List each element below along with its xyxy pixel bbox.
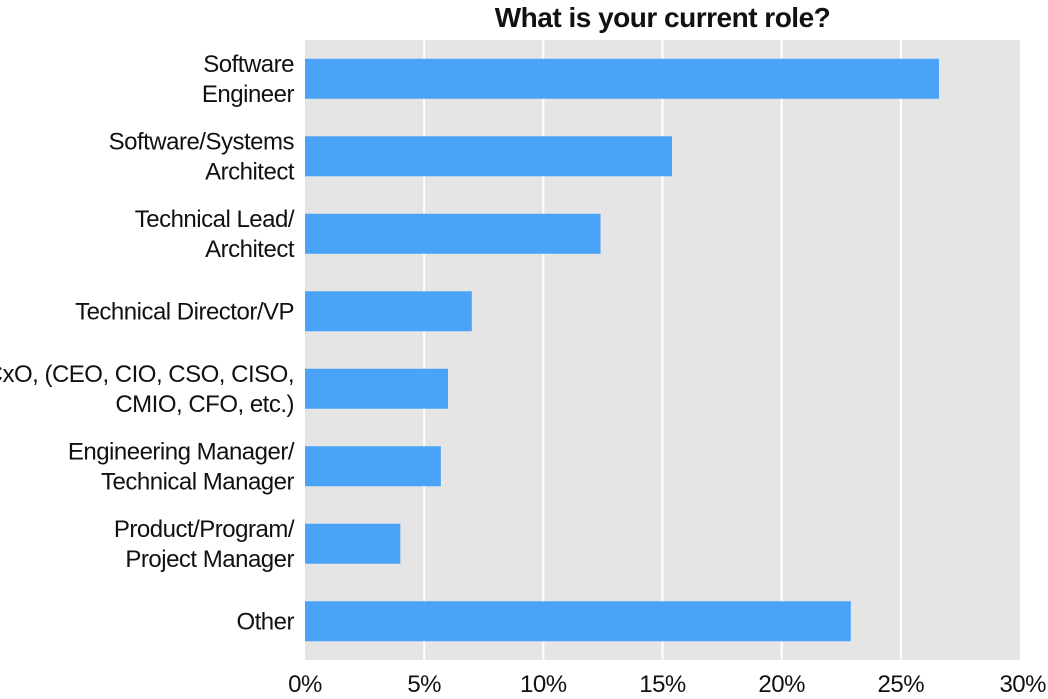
bar	[305, 291, 472, 332]
category-label: Technical Lead/Architect	[135, 206, 295, 263]
bar	[305, 523, 401, 564]
bar	[305, 368, 448, 409]
bar	[305, 136, 673, 177]
category-label: Product/Program/Project Manager	[114, 516, 295, 573]
x-tick-label: 25%	[878, 671, 925, 698]
category-label: Software Engineer	[202, 51, 295, 108]
category-label: Engineering Manager/Technical Manager	[68, 438, 295, 495]
x-tick-label: 30%	[999, 671, 1046, 698]
bar	[305, 446, 441, 487]
bar	[305, 213, 601, 254]
x-tick-label: 0%	[288, 671, 322, 698]
bar	[305, 58, 939, 99]
category-label: CxO, (CEO, CIO, CSO, CISO, CMIO, CFO, etc…	[0, 361, 294, 418]
bars	[305, 58, 939, 642]
x-tick-label: 15%	[639, 671, 686, 698]
bar	[305, 601, 851, 642]
category-labels: Software Engineer Software/Systems Architec…	[0, 51, 295, 636]
category-label: Other	[236, 608, 294, 635]
x-tick-label: 5%	[407, 671, 441, 698]
category-label: Software/Systems Architect	[109, 128, 295, 185]
x-tick-labels: 0% 5% 10% 15% 20% 25% 30%	[288, 671, 1046, 698]
category-label: Technical Director/VP	[75, 298, 294, 325]
x-tick-label: 20%	[758, 671, 805, 698]
x-tick-label: 10%	[520, 671, 567, 698]
chart-title: What is your current role?	[494, 2, 831, 33]
